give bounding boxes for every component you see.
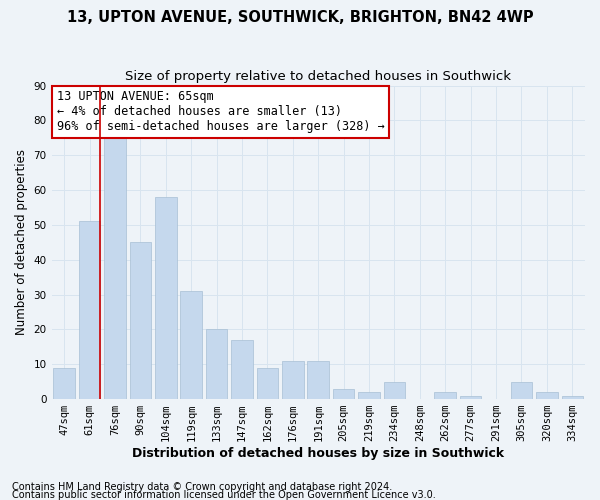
- Bar: [181, 291, 202, 399]
- Bar: [53, 368, 75, 399]
- X-axis label: Distribution of detached houses by size in Southwick: Distribution of detached houses by size …: [132, 447, 505, 460]
- Bar: [434, 392, 456, 399]
- Bar: [206, 330, 227, 399]
- Y-axis label: Number of detached properties: Number of detached properties: [15, 150, 28, 336]
- Bar: [358, 392, 380, 399]
- Bar: [562, 396, 583, 399]
- Text: 13, UPTON AVENUE, SOUTHWICK, BRIGHTON, BN42 4WP: 13, UPTON AVENUE, SOUTHWICK, BRIGHTON, B…: [67, 10, 533, 25]
- Bar: [257, 368, 278, 399]
- Text: Contains public sector information licensed under the Open Government Licence v3: Contains public sector information licen…: [12, 490, 436, 500]
- Text: Contains HM Land Registry data © Crown copyright and database right 2024.: Contains HM Land Registry data © Crown c…: [12, 482, 392, 492]
- Bar: [333, 388, 355, 399]
- Bar: [536, 392, 557, 399]
- Bar: [460, 396, 481, 399]
- Bar: [231, 340, 253, 399]
- Bar: [282, 361, 304, 399]
- Text: 13 UPTON AVENUE: 65sqm
← 4% of detached houses are smaller (13)
96% of semi-deta: 13 UPTON AVENUE: 65sqm ← 4% of detached …: [57, 90, 385, 134]
- Title: Size of property relative to detached houses in Southwick: Size of property relative to detached ho…: [125, 70, 511, 83]
- Bar: [155, 197, 176, 399]
- Bar: [79, 222, 100, 399]
- Bar: [383, 382, 405, 399]
- Bar: [307, 361, 329, 399]
- Bar: [130, 242, 151, 399]
- Bar: [511, 382, 532, 399]
- Bar: [104, 138, 126, 399]
